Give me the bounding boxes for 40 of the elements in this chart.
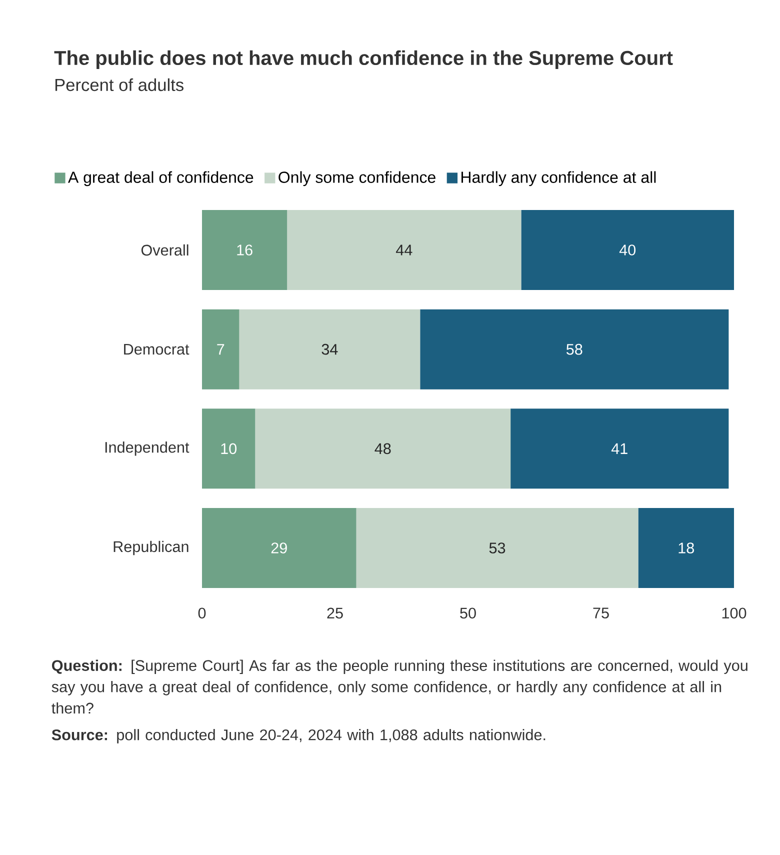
bar [287,210,522,290]
text: Question: [Supreme Court] As far as the people running these institutions are concerned, would you say you have a great deal of confidence, only some confidence, or hardly any confidence at all in them? [52,660,748,714]
bar [356,508,638,588]
data-label: 53 [489,542,506,554]
legend-label: Hardly any confidence at all [462,171,656,186]
x-tick-label: 50 [460,608,476,619]
text: Source: poll conducted June 20-24, 2024 with 1,088 adults nationwide. [52,729,546,744]
data-label: 44 [396,244,412,256]
bar [202,309,240,390]
x-tick-label: 100 [722,608,746,619]
data-label: 16 [237,244,252,256]
bar [202,210,288,290]
bar [202,408,256,489]
bar [521,210,734,290]
y-tick-label: Republican [114,540,188,556]
bar [420,309,729,390]
x-tick-label: 75 [593,608,609,618]
data-label: 40 [619,244,636,256]
chart-subtitle: Percent of adults [55,78,184,92]
legend-label: Only some confidence [278,171,436,186]
data-label: 41 [611,443,628,454]
data-label: 7 [217,344,224,355]
data-label: 10 [221,443,237,454]
y-tick-label: Overall [141,244,188,256]
bar [239,309,420,390]
bar [255,408,511,489]
y-tick-label: Democrat [124,344,190,355]
data-label: 29 [271,542,287,554]
data-label: 48 [374,443,391,454]
x-tick-label: 0 [198,608,206,619]
x-tick-label: 25 [327,608,343,619]
data-label: 18 [678,542,694,554]
data-label: 58 [566,344,582,355]
bar [638,508,734,588]
bar [202,508,356,588]
legend-label: A great deal of confidence [68,171,254,186]
data-label: 34 [322,344,338,355]
y-tick-label: Independent [105,442,190,456]
chart-title: The public does not have much confidence in the Supreme Court [54,50,673,69]
bar [510,408,729,489]
